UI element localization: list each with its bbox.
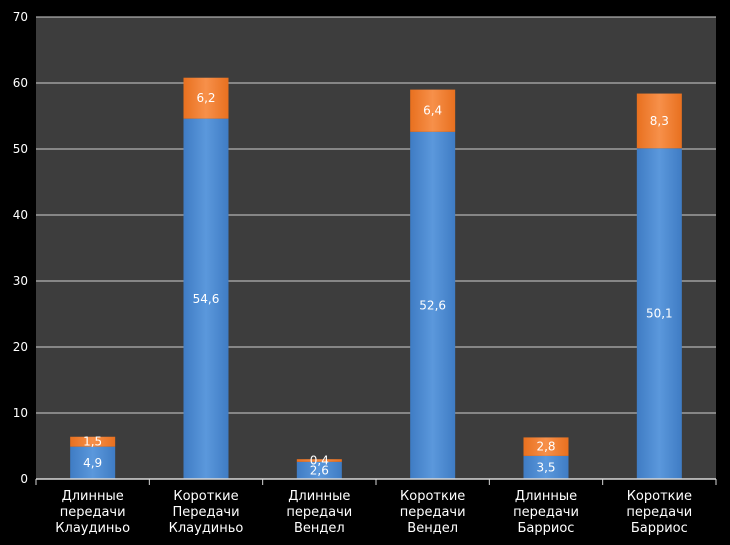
data-label: 50,1 <box>646 307 673 321</box>
y-tick-label: 30 <box>13 274 28 288</box>
y-tick-label: 40 <box>13 208 28 222</box>
data-label: 2,8 <box>536 440 555 454</box>
x-category-label-line: Длинные <box>515 489 577 504</box>
data-label: 52,6 <box>419 298 446 312</box>
y-tick-label: 10 <box>13 406 28 420</box>
gridlines <box>36 16 716 414</box>
x-category-label-line: Короткие <box>400 489 465 504</box>
x-category-label-line: Короткие <box>627 489 692 504</box>
y-tick-label: 70 <box>13 10 28 24</box>
y-tick-label: 50 <box>13 142 28 156</box>
data-label: 4,9 <box>83 456 102 470</box>
data-label: 8,3 <box>650 114 669 128</box>
data-label: 0,4 <box>310 454 329 468</box>
plot-area <box>36 17 716 479</box>
x-category-label: Короткие передачи Вендел <box>400 489 466 536</box>
bar-segment <box>183 77 229 119</box>
x-category-label-line: передачи <box>513 505 579 520</box>
y-tick-label: 60 <box>13 76 28 90</box>
bar-segment <box>410 131 456 479</box>
y-axis-ticks: 0 10 20 30 40 50 60 70 <box>13 10 28 486</box>
bar-segment <box>183 118 229 479</box>
bar-segment <box>523 437 569 456</box>
x-category-label-line: передачи <box>626 505 692 520</box>
bar-segment <box>636 148 682 479</box>
data-label: 54,6 <box>193 292 220 306</box>
data-label: 6,4 <box>423 104 442 118</box>
data-label: 3,5 <box>536 460 555 474</box>
x-category-label-line: Клаудиньо <box>55 521 130 536</box>
y-tick-label: 0 <box>20 472 28 486</box>
x-category-label: Короткие передачи Барриос <box>626 489 692 536</box>
x-category-label-line: Барриос <box>518 521 575 536</box>
bar-segment <box>296 461 342 479</box>
bar-segment <box>70 446 116 479</box>
bar-segment <box>636 93 682 149</box>
x-category-label-line: передачи <box>60 505 126 520</box>
x-category-label-line: Передачи <box>172 505 239 520</box>
x-category-label-line: передачи <box>400 505 466 520</box>
x-category-label: Длинные передачи Клаудиньо <box>55 489 130 536</box>
x-category-label: Длинные передачи Вендел <box>286 489 352 536</box>
x-category-label-line: Клаудиньо <box>169 521 244 536</box>
x-category-label-line: Вендел <box>407 521 458 536</box>
bars <box>70 77 682 479</box>
x-category-label-line: Барриос <box>631 521 688 536</box>
x-category-label-line: Вендел <box>294 521 345 536</box>
data-label: 1,5 <box>83 435 102 449</box>
data-label: 6,2 <box>196 91 215 105</box>
x-category-label-line: Короткие <box>173 489 238 504</box>
data-label: 2,6 <box>310 463 329 477</box>
data-labels: 4,9 1,5 54,6 6,2 2,60,4 52,6 6,4 3,5 2,8 50,1 8,3 <box>83 91 673 477</box>
y-tick-label: 20 <box>13 340 28 354</box>
x-category-label: Короткие Передачи Клаудиньо <box>169 489 244 536</box>
bar-segment <box>70 436 116 447</box>
bar-segment <box>296 459 342 462</box>
bar-segment <box>523 455 569 479</box>
x-category-label: Длинные передачи Барриос <box>513 489 579 536</box>
bar-segment <box>410 89 456 132</box>
x-category-label-line: Длинные <box>62 489 124 504</box>
x-category-label-line: Длинные <box>288 489 350 504</box>
x-category-label-line: передачи <box>286 505 352 520</box>
